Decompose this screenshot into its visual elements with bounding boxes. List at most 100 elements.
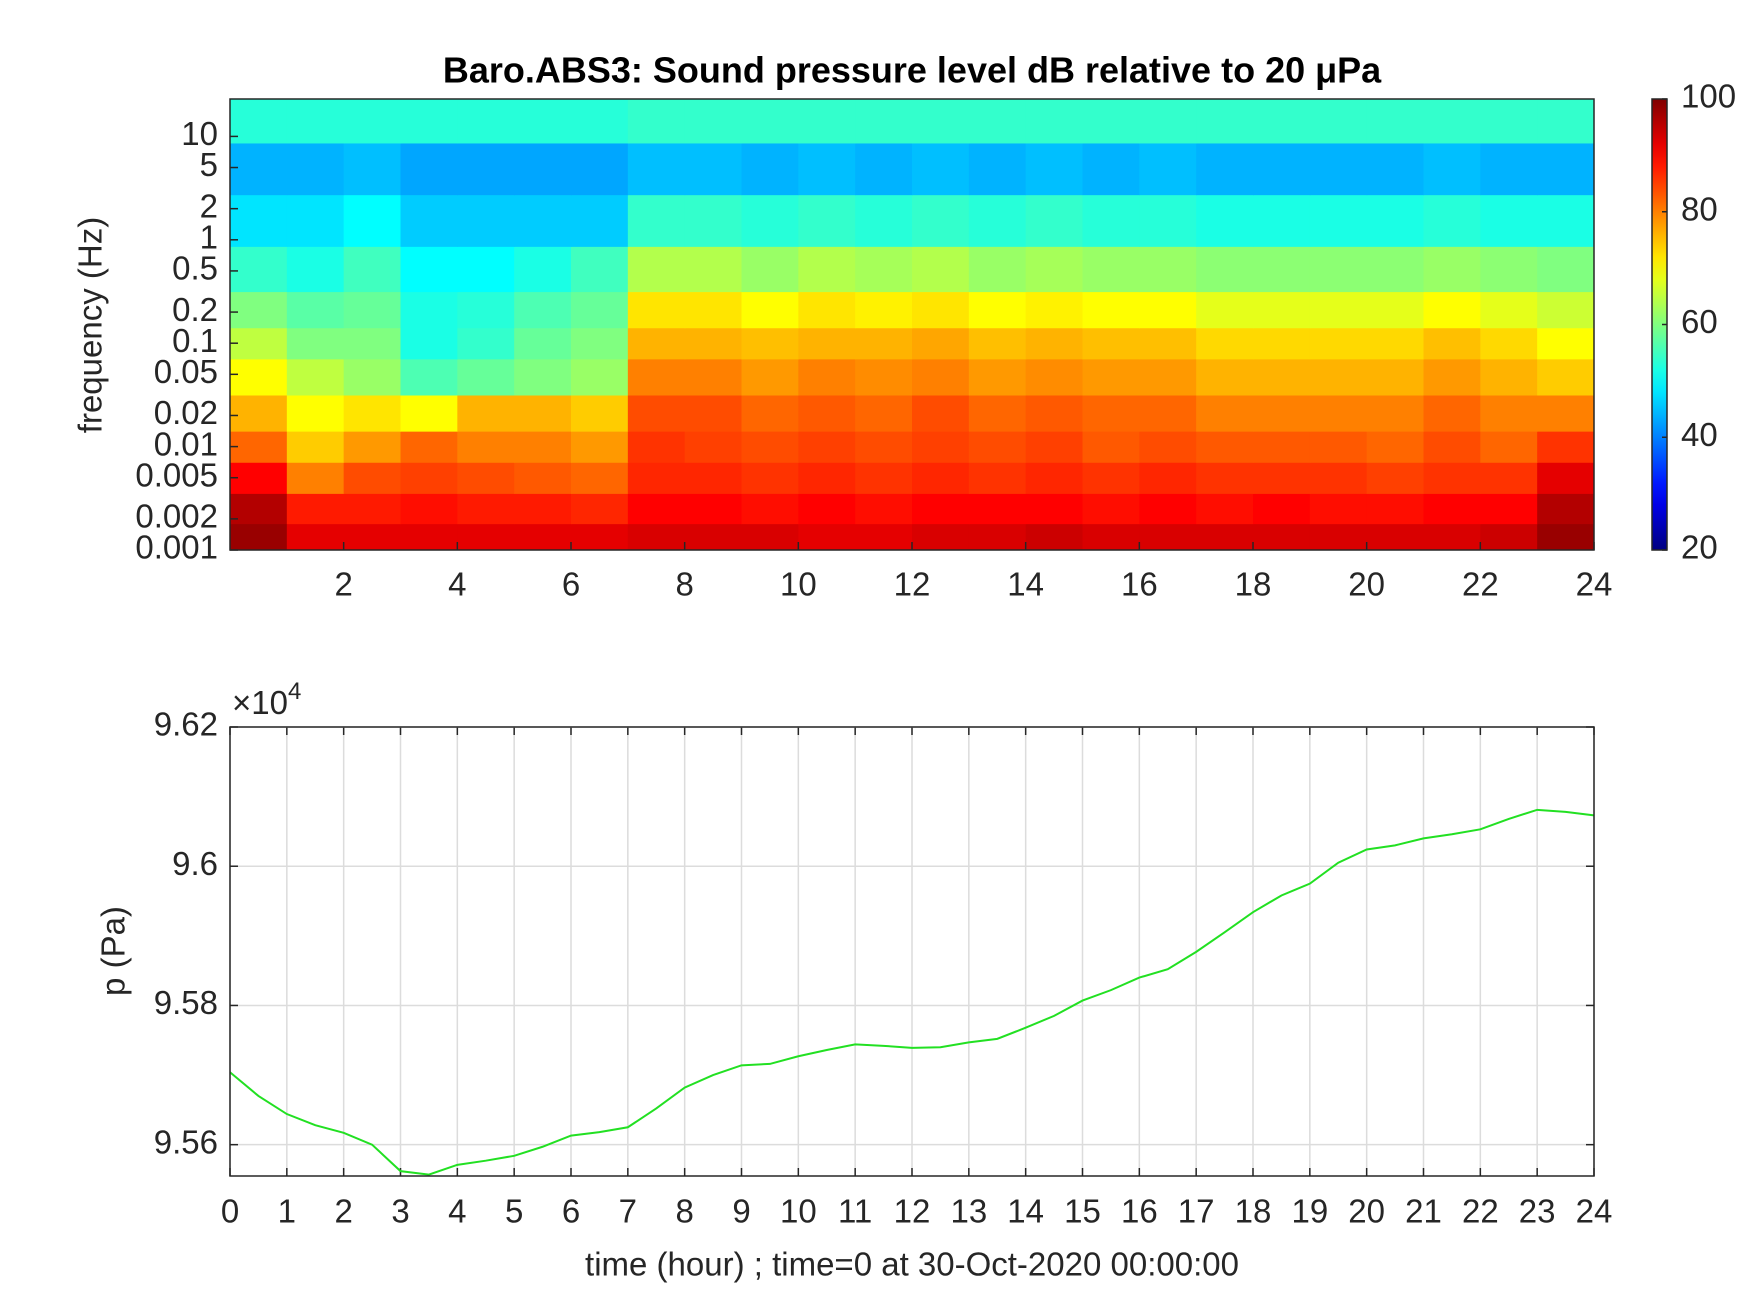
heatmap-cell: [514, 99, 572, 144]
heatmap-cell: [571, 142, 629, 196]
heatmap-cell: [684, 431, 743, 463]
heatmap-cell: [400, 493, 458, 525]
y-tick-label: 0.1: [172, 322, 218, 359]
heatmap-cell: [684, 493, 743, 525]
heatmap-cell: [457, 462, 515, 494]
heatmap-cell: [1082, 394, 1140, 432]
heatmap-cell: [684, 142, 743, 196]
heatmap-cell: [343, 142, 402, 196]
heatmap-cell: [1537, 493, 1594, 525]
heatmap-cell: [798, 523, 856, 550]
heatmap-cell: [1253, 142, 1311, 196]
y-axis-label: p (Pa): [95, 906, 132, 996]
heatmap-cell: [343, 462, 402, 494]
heatmap-cell: [457, 291, 515, 329]
heatmap-cell: [286, 246, 345, 293]
y-tick-label: 10: [181, 115, 218, 152]
colorbar-tick-label: 40: [1681, 416, 1718, 453]
heatmap-cell: [741, 431, 799, 463]
heatmap-cell: [571, 462, 629, 494]
heatmap-cell: [1423, 99, 1481, 144]
heatmap-cell: [457, 142, 515, 196]
heatmap-cell: [741, 358, 799, 396]
heatmap-cell: [1537, 358, 1594, 396]
heatmap-cell: [343, 358, 402, 396]
heatmap-cell: [1537, 394, 1594, 432]
heatmap-cell: [1253, 246, 1311, 293]
y-multiplier: ×104: [232, 678, 301, 720]
heatmap-cell: [1253, 462, 1311, 494]
x-tick-label: 11: [838, 1193, 872, 1230]
heatmap-cell: [286, 431, 345, 463]
heatmap-cell: [1537, 291, 1594, 329]
heatmap-cell: [741, 462, 799, 494]
heatmap-cell: [1139, 99, 1197, 144]
x-tick-label: 15: [1064, 1193, 1101, 1230]
y-tick-label: 2: [200, 187, 218, 224]
heatmap-cell: [400, 523, 458, 550]
heatmap-cell: [855, 523, 913, 550]
heatmap-cell: [798, 99, 856, 144]
heatmap-cell: [514, 246, 572, 293]
heatmap-cell: [457, 431, 515, 463]
heatmap-cell: [1253, 327, 1311, 360]
heatmap-cell: [741, 142, 799, 196]
heatmap-cell: [798, 327, 856, 360]
heatmap-cell: [230, 358, 288, 396]
heatmap-cell: [1537, 431, 1594, 463]
heatmap-cell: [286, 99, 345, 144]
multiplier-exponent: 4: [288, 678, 301, 705]
x-tick-label: 12: [894, 1193, 931, 1230]
heatmap-cell: [627, 523, 686, 550]
heatmap-cell: [1309, 394, 1368, 432]
x-tick-label: 4: [448, 1193, 466, 1230]
heatmap-cell: [1082, 358, 1140, 396]
heatmap-cell: [286, 327, 345, 360]
colorbar-tick-label: 80: [1681, 190, 1718, 227]
heatmap-cell: [741, 327, 799, 360]
heatmap-cell: [627, 194, 686, 247]
heatmap-cell: [571, 358, 629, 396]
x-tick-label: 3: [391, 1193, 409, 1230]
heatmap-cell: [457, 246, 515, 293]
heatmap-cell: [912, 431, 970, 463]
heatmap-cell: [1196, 462, 1254, 494]
heatmap-cell: [286, 358, 345, 396]
heatmap-cell: [1366, 493, 1425, 525]
heatmap-cell: [1196, 246, 1254, 293]
heatmap-cell: [1537, 194, 1594, 247]
heatmap-cell: [1082, 523, 1140, 550]
heatmap-cell: [400, 462, 458, 494]
x-tick-label: 4: [448, 566, 466, 603]
heatmap-cell: [1480, 246, 1538, 293]
x-tick-label: 1: [278, 1193, 296, 1230]
heatmap-cell: [684, 462, 743, 494]
heatmap-cell: [457, 493, 515, 525]
data-line: [229, 808, 1595, 1176]
heatmap-cell: [571, 394, 629, 432]
heatmap-cell: [1309, 462, 1368, 494]
chart-title: Baro.ABS3: Sound pressure level dB relat…: [443, 50, 1382, 91]
heatmap-cell: [571, 246, 629, 293]
heatmap-cell: [798, 462, 856, 494]
y-tick-label: 9.58: [154, 984, 218, 1021]
y-tick-label: 0.05: [154, 353, 218, 390]
heatmap-cell: [571, 431, 629, 463]
heatmap-cell: [1139, 493, 1197, 525]
x-tick-label: 14: [1007, 1193, 1044, 1230]
heatmap-cell: [1253, 99, 1311, 144]
x-tick-label: 21: [1405, 1193, 1442, 1230]
y-axis-label: frequency (Hz): [72, 217, 109, 433]
heatmap-cell: [684, 99, 743, 144]
heatmap-cell: [684, 194, 743, 247]
x-tick-label: 2: [334, 566, 352, 603]
heatmap-cell: [1309, 99, 1368, 144]
heatmap-cell: [1025, 291, 1084, 329]
heatmap-cell: [1253, 291, 1311, 329]
heatmap-cell: [968, 99, 1027, 144]
heatmap-cell: [627, 394, 686, 432]
heatmap-cell: [1480, 99, 1538, 144]
heatmap-cell: [912, 194, 970, 247]
heatmap-cell: [1139, 431, 1197, 463]
y-tick-label: 9.56: [154, 1123, 218, 1160]
